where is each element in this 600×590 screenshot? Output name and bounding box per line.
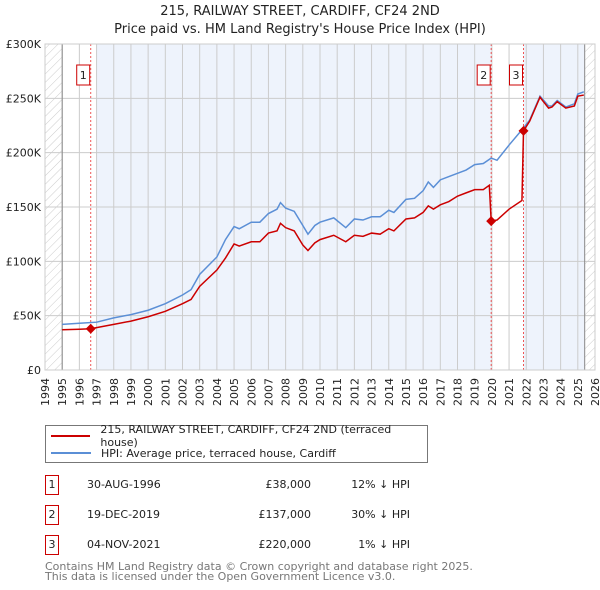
x-tick-label: 1994: [39, 378, 52, 406]
y-tick-label: £200K: [6, 147, 42, 160]
transaction-date: 30-AUG-1996: [87, 478, 161, 491]
footer-copyright: Contains HM Land Registry data © Crown c…: [45, 560, 473, 573]
x-tick-label: 2008: [280, 378, 293, 406]
x-tick-label: 2011: [331, 378, 344, 406]
transaction-price: £137,000: [258, 508, 312, 521]
hpi-line: [62, 91, 585, 326]
legend-swatch-hpi: [51, 452, 91, 454]
sale-point: [518, 125, 529, 136]
sale-point: [85, 323, 96, 334]
x-tick-label: 2016: [417, 378, 430, 406]
transaction-price: £220,000: [258, 538, 312, 551]
footer-licence: This data is licensed under the Open Gov…: [45, 570, 396, 583]
y-tick-label: £250K: [6, 92, 42, 105]
legend-label-hpi: HPI: Average price, terraced house, Card…: [101, 446, 336, 460]
chart-subtitle: Price paid vs. HM Land Registry's House …: [114, 22, 486, 37]
transaction-row: 3 04-NOV-2021 £220,000 1% ↓ HPI: [45, 535, 410, 557]
x-tick-label: 1996: [73, 378, 86, 406]
x-tick-label: 2007: [262, 378, 275, 406]
transaction-hpi-diff: 12% ↓ HPI: [351, 478, 410, 491]
transaction-hpi-diff: 30% ↓ HPI: [351, 508, 410, 521]
x-tick-label: 2004: [211, 378, 224, 406]
x-tick-label: 2023: [537, 378, 550, 406]
price-chart: 1994 1995 1996 1997 1998 1999 2000 2001 2002 2003…: [6, 38, 600, 406]
x-tick-label: 1995: [56, 378, 69, 406]
transaction-number-badge: 1: [45, 475, 59, 495]
transaction-price: £38,000: [265, 478, 312, 491]
transaction-number-badge: 3: [45, 535, 59, 555]
x-tick-label: 2001: [159, 378, 172, 406]
x-tick-label: 2020: [486, 378, 499, 406]
y-tick-label: £300K: [6, 38, 42, 51]
legend-item-hpi: HPI: Average price, terraced house, Card…: [46, 445, 336, 461]
sale-label-box: [509, 64, 523, 86]
x-tick-label: 2022: [520, 378, 533, 406]
transaction-number-badge: 2: [45, 505, 59, 525]
x-tick-label: 2010: [314, 378, 327, 406]
x-tick-label: 2021: [503, 378, 516, 406]
x-tick-label: 1997: [91, 378, 104, 406]
x-tick-label: 2025: [572, 378, 585, 406]
legend-label-property: 215, RAILWAY STREET, CARDIFF, CF24 2ND (…: [100, 423, 392, 449]
x-tick-label: 2017: [434, 378, 447, 406]
x-tick-label: 2012: [348, 378, 361, 406]
x-tick-label: 2026: [589, 378, 600, 406]
x-tick-label: 2002: [177, 378, 190, 406]
legend: 215, RAILWAY STREET, CARDIFF, CF24 2ND (…: [45, 423, 428, 463]
y-tick-label: £150K: [6, 201, 42, 214]
x-tick-label: 1998: [108, 378, 121, 406]
x-tick-label: 2019: [469, 378, 482, 406]
y-tick-label: £100K: [6, 255, 42, 268]
transaction-hpi-diff: 1% ↓ HPI: [358, 538, 410, 551]
sale-point: [486, 216, 497, 227]
transaction-date: 04-NOV-2021: [87, 538, 161, 551]
plot-border: [44, 43, 596, 371]
legend-swatch-property: [51, 435, 91, 437]
x-tick-label: 2009: [297, 378, 310, 406]
sale-label-box: [476, 64, 491, 86]
x-tick-label: 2013: [366, 378, 379, 406]
x-tick-label: 2003: [194, 378, 207, 406]
x-tick-label: 1999: [125, 378, 138, 406]
x-tick-label: 2006: [245, 378, 258, 406]
x-tick-label: 2000: [142, 378, 155, 406]
property-price-line: [62, 94, 584, 331]
x-tick-label: 2005: [228, 378, 241, 406]
legend-item-property: 215, RAILWAY STREET, CARDIFF, CF24 2ND (…: [46, 423, 427, 449]
transaction-row: 2 19-DEC-2019 £137,000 30% ↓ HPI: [45, 505, 410, 527]
transaction-date: 19-DEC-2019: [87, 508, 161, 521]
x-tick-label: 2024: [555, 378, 568, 406]
sale-label: 3: [513, 69, 520, 82]
y-tick-label: £0: [27, 364, 41, 377]
transaction-row: 1 30-AUG-1996 £38,000 12% ↓ HPI: [45, 475, 410, 497]
sale-label-box: [76, 64, 91, 86]
sale-label: 1: [80, 69, 87, 82]
y-tick-label: £50K: [13, 310, 42, 323]
sale-label: 2: [480, 69, 487, 82]
x-tick-label: 2015: [400, 378, 413, 406]
chart-title: 215, RAILWAY STREET, CARDIFF, CF24 2ND: [160, 4, 440, 19]
x-tick-label: 2014: [383, 378, 396, 406]
x-tick-label: 2018: [452, 378, 465, 406]
